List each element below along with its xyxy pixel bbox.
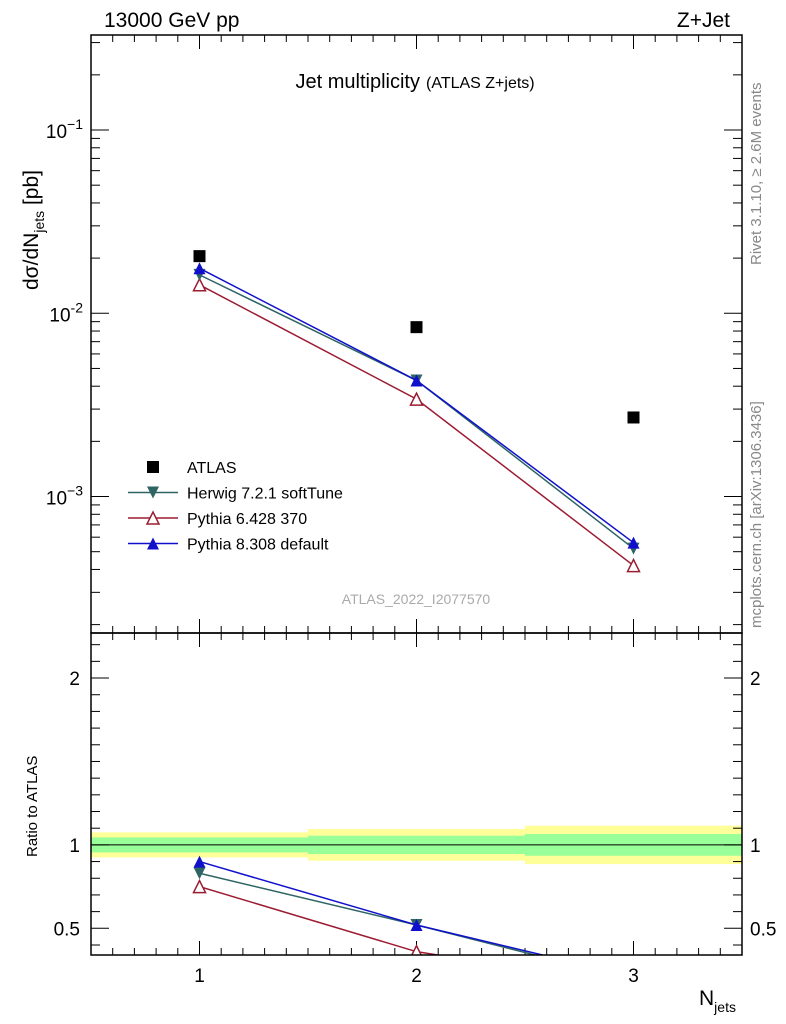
data-point-pythia-6-428-370 [626,557,641,573]
series-line-herwig-7-2-1-softtune [199,274,634,550]
legend-label-herwig-7-2-1-softtune: Herwig 7.2.1 softTune [187,486,343,503]
chart-title: Jet multiplicity [296,71,420,93]
legend-label-pythia-6-428-370: Pythia 6.428 370 [187,511,307,528]
data-point-pythia-6-428-370 [409,391,424,406]
x-axis-label: Njets [699,987,736,1015]
x-tick-label: 1 [194,966,205,987]
mcplots-label: mcplots.cern.ch [arXiv:1306.3436] [748,401,765,628]
legend-marker-pythia-8-308-default [147,537,159,550]
ratio-plot-frame [90,632,743,956]
ratio-point-pythia-6-428-370 [192,878,207,894]
ratio-y-tick-label-right: 1 [750,836,761,857]
svg-text:dσ/dNjets [pb]: dσ/dNjets [pb] [20,170,47,290]
legend-label-pythia-8-308-default: Pythia 8.308 default [187,537,329,554]
data-point-pythia-8-308-default [627,536,640,549]
ratio-y-tick-label-right: 0.5 [750,919,776,940]
data-point-atlas [410,321,423,334]
x-tick-label: 2 [411,966,422,987]
data-point-pythia-8-308-default [410,374,423,387]
main-y-tick-label: 10-2 [49,299,83,326]
data-point-atlas [193,250,206,263]
main-y-axis-label: dσ/dNjets [pb] [20,170,47,290]
ratio-y-axis-label: Ratio to ATLAS [24,756,41,857]
analysis-label: ATLAS_2022_I2077570 [342,591,491,607]
energy-label: 13000 GeV pp [104,9,239,32]
ratio-y-tick-label: 1 [69,836,80,857]
data-point-atlas [627,411,640,424]
ratio-point-pythia-6-428-370 [410,943,423,955]
rivet-version-label: Rivet 3.1.10, ≥ 2.6M events [748,83,765,266]
process-label: Z+Jet [677,9,730,32]
chart-subtitle: (ATLAS Z+jets) [426,75,535,92]
main-y-tick-label: 10−3 [46,483,83,510]
x-tick-label: 3 [628,966,639,987]
ratio-y-tick-label-right: 2 [750,669,761,690]
ratio-point-herwig-7-2-1-softtune [193,867,206,880]
legend-marker-pythia-6-428-370 [145,510,161,525]
ratio-y-tick-label: 0.5 [54,919,80,940]
main-y-tick-label: 10−1 [46,116,83,143]
ratio-point-pythia-8-308-default [193,855,206,868]
legend-marker-atlas [147,461,159,473]
data-point-pythia-8-308-default [193,262,206,275]
ratio-point-pythia-8-308-default [410,918,423,931]
ratio-y-tick-label: 2 [69,669,80,690]
legend-marker-herwig-7-2-1-softtune [147,486,159,499]
data-point-pythia-6-428-370 [192,277,207,292]
legend-label-atlas: ATLAS [187,460,237,477]
